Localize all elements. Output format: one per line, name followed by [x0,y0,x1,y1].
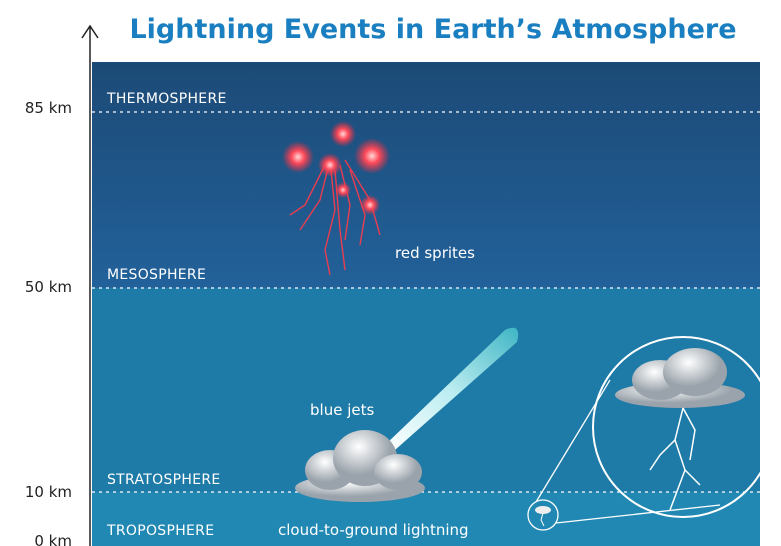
layer-label: STRATOSPHERE [107,472,221,488]
event-label: cloud-to-ground lightning [278,521,469,539]
layer-label: TROPOSPHERE [106,523,214,539]
altitude-label: 85 km [25,99,72,117]
layer-label: THERMOSPHERE [106,91,227,107]
altitude-label: 0 km [34,532,72,546]
layer-label: MESOSPHERE [107,267,206,283]
title: Lightning Events in Earth’s Atmosphere [129,14,736,45]
altitude-label: 10 km [25,483,72,501]
diagram: Lightning Events in Earth’s Atmosphere 8… [0,0,781,546]
event-label: blue jets [310,401,374,419]
event-label: red sprites [395,244,475,262]
altitude-label: 50 km [25,278,72,296]
